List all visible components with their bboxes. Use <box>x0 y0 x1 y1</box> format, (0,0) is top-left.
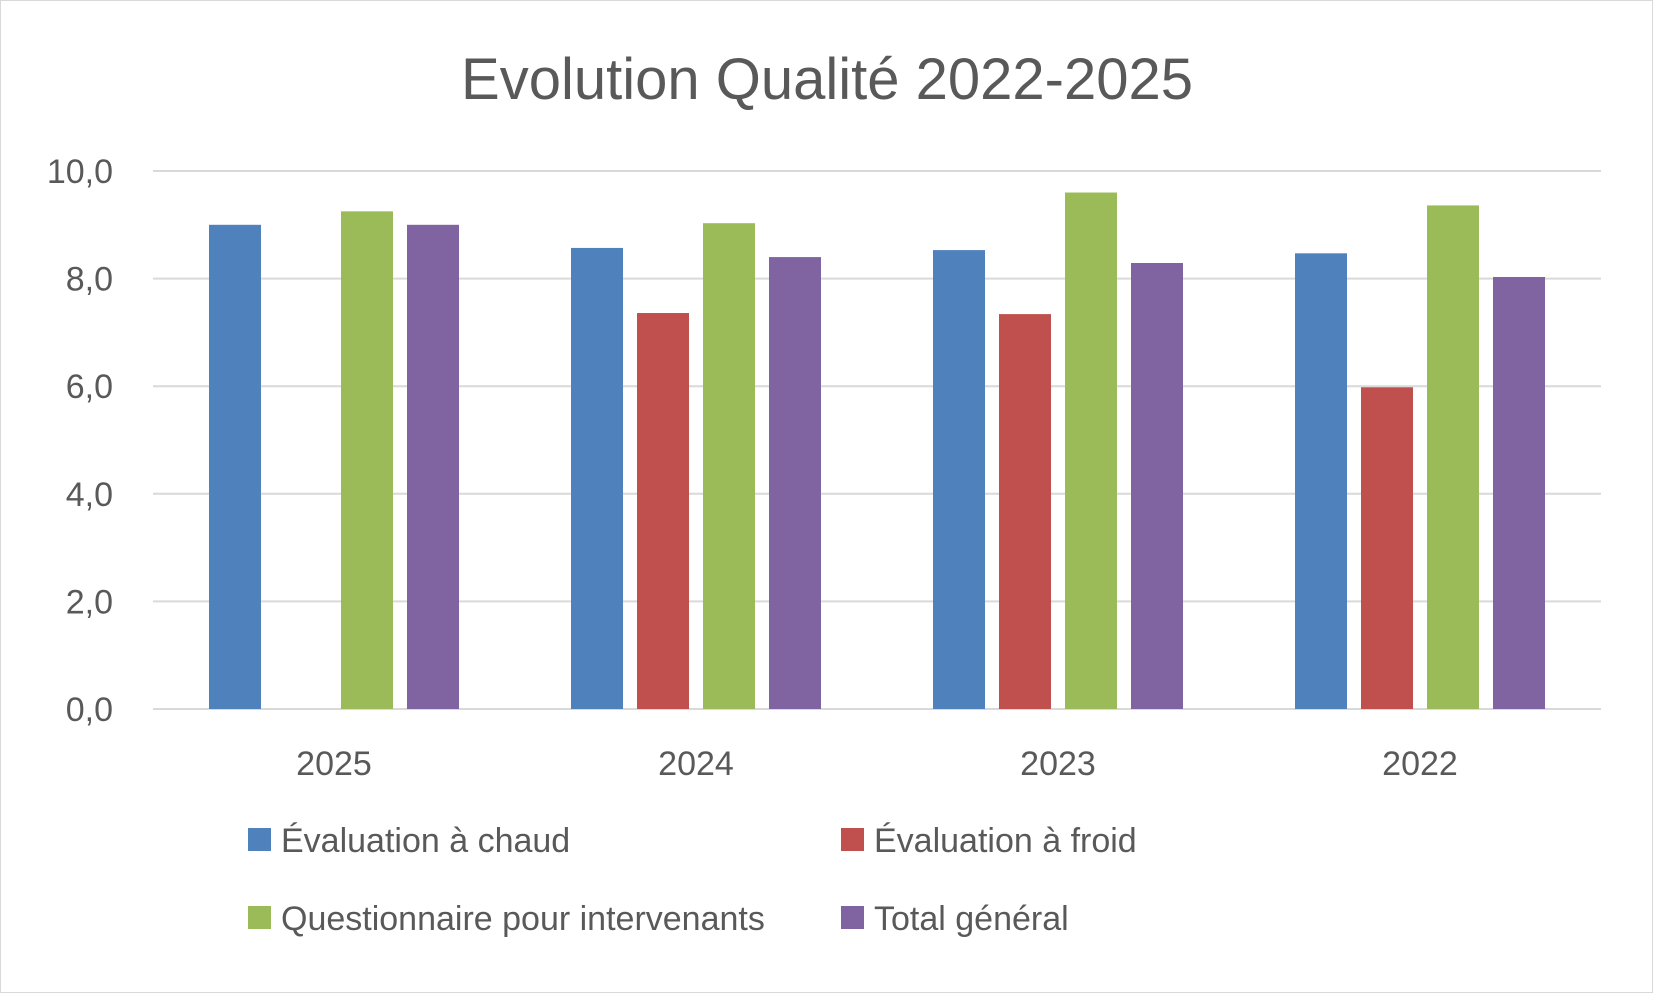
x-tick-label: 2023 <box>1020 745 1096 783</box>
legend-swatch <box>841 828 864 851</box>
legend-label: Évaluation à chaud <box>281 822 570 860</box>
bar-2025-series-2 <box>341 211 393 709</box>
legend: Évaluation à chaud Évaluation à froid Ques… <box>248 822 1137 938</box>
y-tick-label: 2,0 <box>66 583 113 621</box>
legend-item: Total général <box>841 900 1069 938</box>
bar-2022-series-2 <box>1427 205 1479 709</box>
y-tick-label: 8,0 <box>66 261 113 299</box>
y-tick-label: 6,0 <box>66 368 113 406</box>
x-tick-label: 2024 <box>658 745 734 783</box>
legend-item: Évaluation à froid <box>841 822 1137 860</box>
bar-2023-series-1 <box>999 314 1051 709</box>
bar-2025-series-0 <box>209 224 261 710</box>
legend-swatch <box>841 906 864 929</box>
x-tick-label: 2025 <box>296 745 372 783</box>
bar-2023-series-0 <box>933 250 985 709</box>
bar-2022-series-3 <box>1493 276 1545 709</box>
legend-label: Total général <box>874 900 1069 938</box>
bar-2024-series-1 <box>637 313 689 709</box>
x-axis-tick-labels: 2025 2024 2023 2022 <box>296 745 1458 783</box>
bar-2022-series-0 <box>1295 253 1347 709</box>
y-tick-label: 4,0 <box>66 476 113 514</box>
y-axis-tick-labels: 0,0 2,0 4,0 6,0 8,0 10,0 <box>47 153 113 729</box>
gridlines <box>153 170 1601 710</box>
legend-swatch <box>248 906 271 929</box>
bars <box>209 192 1545 710</box>
legend-label: Évaluation à froid <box>874 822 1137 860</box>
legend-label: Questionnaire pour intervenants <box>281 900 765 938</box>
bar-2022-series-1 <box>1361 387 1413 709</box>
bar-2024-series-3 <box>769 257 821 709</box>
bar-2024-series-0 <box>571 247 623 709</box>
chart-title: Evolution Qualité 2022-2025 <box>461 47 1193 112</box>
bar-2024-series-2 <box>703 223 755 709</box>
legend-item: Questionnaire pour intervenants <box>248 900 765 938</box>
y-tick-label: 0,0 <box>66 691 113 729</box>
y-tick-label: 10,0 <box>47 153 113 191</box>
bar-2023-series-3 <box>1131 262 1183 709</box>
bar-2025-series-3 <box>407 224 459 710</box>
legend-swatch <box>248 828 271 851</box>
legend-item: Évaluation à chaud <box>248 822 570 860</box>
x-tick-label: 2022 <box>1382 745 1458 783</box>
bar-2023-series-2 <box>1065 192 1117 709</box>
